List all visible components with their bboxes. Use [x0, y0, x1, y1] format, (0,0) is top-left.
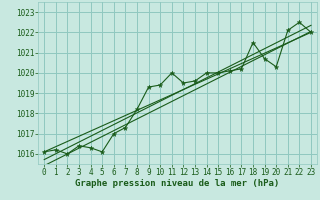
X-axis label: Graphe pression niveau de la mer (hPa): Graphe pression niveau de la mer (hPa) [76, 179, 280, 188]
